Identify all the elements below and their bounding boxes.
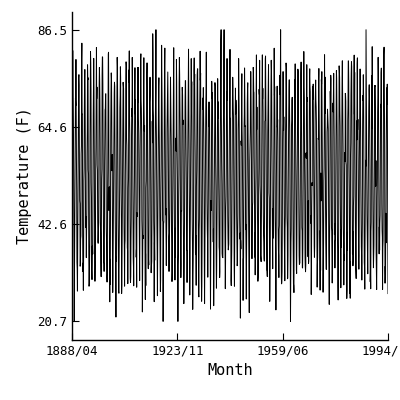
X-axis label: Month: Month [207, 364, 253, 378]
Y-axis label: Temperature (F): Temperature (F) [16, 108, 32, 244]
